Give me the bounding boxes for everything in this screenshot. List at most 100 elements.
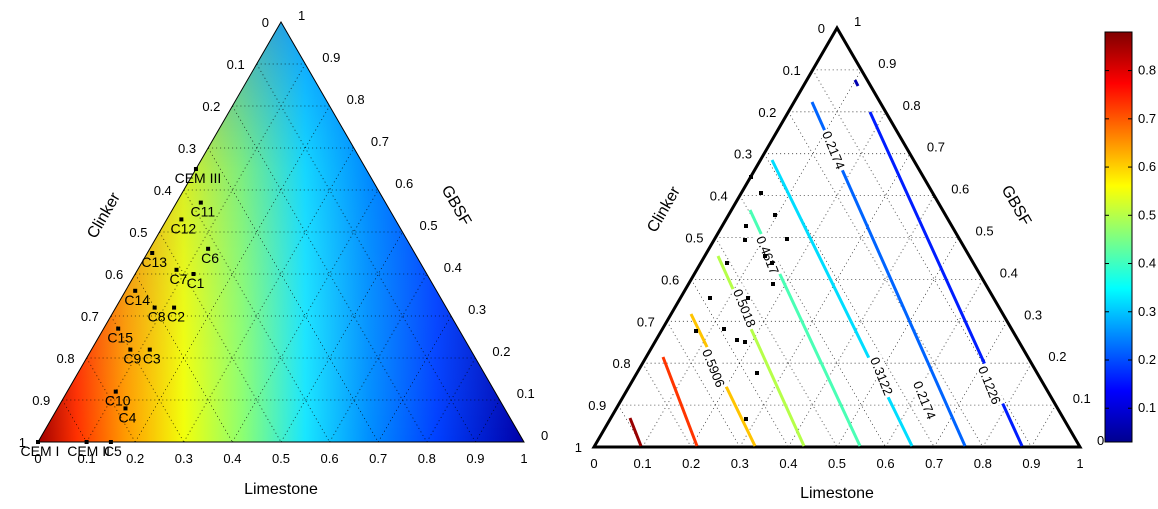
tick-label-gbsf: 1 [298, 8, 305, 23]
data-point-marker [725, 261, 729, 265]
colorbar-tick-label: 0.7 [1138, 111, 1156, 126]
grid-line [159, 231, 282, 443]
colorbar: 0.1 0.2 0.3 0.4 0.5 0.6 0.7 0.8 [1104, 31, 1156, 443]
data-point-marker [722, 327, 726, 331]
tick-label-limestone: 0.4 [779, 456, 797, 471]
data-point-marker [198, 200, 203, 205]
grid-line [836, 237, 959, 448]
tick-label-clinker: 0.6 [105, 267, 123, 282]
grid-line [232, 189, 379, 443]
contour-line [716, 255, 806, 447]
grid-line [642, 362, 692, 448]
data-point-label: C13 [141, 254, 167, 270]
right-axis-label-gbsf: GBSF [998, 183, 1035, 229]
contour-line [853, 79, 860, 87]
data-point-marker [744, 417, 748, 421]
tick-label-clinker: 0 [818, 21, 825, 36]
contour-line [661, 356, 699, 447]
tick-label-clinker: 0.1 [783, 63, 801, 78]
data-point-marker [191, 272, 196, 276]
grid-line [256, 63, 476, 443]
tick-label-limestone: 0.3 [731, 456, 749, 471]
data-point-label: C3 [143, 351, 161, 367]
data-point-marker [708, 296, 712, 300]
left-plot-border [37, 21, 525, 443]
grid-line [61, 399, 87, 443]
contour-line [628, 417, 643, 447]
data-point-label: C6 [201, 250, 219, 266]
data-point-marker [108, 440, 113, 444]
left-plot-shade [38, 22, 524, 442]
tick-label-limestone: 0.7 [369, 451, 387, 466]
left-grid [61, 63, 501, 443]
tick-label-limestone: 0.8 [418, 451, 436, 466]
grid-line [690, 111, 886, 448]
left-axis-label-gbsf: GBSF [438, 183, 475, 229]
tick-label-gbsf: 0.9 [322, 50, 340, 65]
tick-label-gbsf: 0.1 [517, 386, 535, 401]
tick-label-limestone: 0.7 [925, 456, 943, 471]
right-data-points [694, 175, 789, 421]
data-point-label: C2 [167, 309, 185, 325]
grid-line [715, 237, 838, 448]
grid-line [426, 357, 476, 443]
colorbar-tick-label: 0.3 [1138, 304, 1156, 319]
contour-label: 0.4617 [753, 234, 782, 276]
data-point-marker [785, 237, 789, 241]
right-tick-labels: 0000.10.10.10.20.20.20.30.30.30.40.40.40… [575, 14, 1104, 471]
tick-label-clinker: 0.5 [129, 225, 147, 240]
tick-label-limestone: 0 [590, 456, 597, 471]
data-point-marker [84, 440, 89, 444]
right-plot-border [591, 25, 1083, 449]
grid-line [134, 273, 233, 443]
contour-line [770, 159, 914, 447]
data-point-label: C14 [124, 292, 150, 308]
grid-line [280, 231, 403, 443]
data-point-label: C15 [107, 330, 133, 346]
colorbar-tick-label: 0.2 [1138, 352, 1156, 367]
colorbar-tick-label: 0.6 [1138, 159, 1156, 174]
data-point-marker [746, 296, 750, 300]
colorbar-tick-label: 0.4 [1138, 256, 1156, 271]
tick-label-gbsf: 0.4 [1000, 265, 1018, 280]
tick-label-limestone: 0 [34, 451, 41, 466]
colorbar-fill [1104, 31, 1133, 443]
tick-label-limestone: 0.4 [223, 451, 241, 466]
grid-line [183, 147, 355, 443]
data-point-label: C12 [171, 220, 197, 236]
data-point-marker [116, 326, 121, 331]
contour-label-bg [910, 376, 940, 424]
data-point-marker [735, 338, 739, 342]
contour-label: 0.5018 [730, 287, 759, 329]
tick-label-gbsf: 0.9 [878, 56, 896, 71]
tick-label-clinker: 1 [19, 435, 26, 450]
grid-line [933, 321, 1008, 448]
data-point-label: C10 [105, 393, 131, 409]
grid-line [329, 273, 428, 443]
tick-label-clinker: 0.6 [661, 272, 679, 287]
grid-line [690, 279, 789, 448]
grid-line [207, 147, 379, 443]
tick-label-gbsf: 0.1 [1073, 391, 1091, 406]
data-point-label: C11 [190, 204, 215, 220]
tick-label-limestone: 0.5 [272, 451, 290, 466]
data-point-marker [123, 406, 128, 411]
left-tick-labels: 0 0 0 0.1 0.1 0.1 0.2 0.2 0.2 0.3 0.3 0.3 0.4 0.4 0.4 0… [19, 8, 548, 466]
tick-label-limestone: 0.9 [466, 451, 484, 466]
colorbar-ticks: 0.1 0.2 0.3 0.4 0.5 0.6 0.7 0.8 [1105, 63, 1156, 415]
data-point-marker [152, 305, 157, 310]
grid-line [134, 105, 330, 443]
data-point-label: C7 [170, 271, 188, 287]
contour-label: 0.2174 [910, 379, 939, 421]
tick-label-clinker: 0.3 [178, 141, 196, 156]
grid-line [86, 357, 136, 443]
colorbar-tick-label: 0.1 [1138, 400, 1156, 415]
contour-label-bg [699, 344, 729, 392]
data-point-marker [206, 246, 211, 251]
tick-label-gbsf: 0.8 [347, 92, 365, 107]
tick-label-clinker: 0.4 [154, 183, 172, 198]
grid-line [86, 63, 306, 443]
data-point-label: C8 [148, 309, 166, 325]
